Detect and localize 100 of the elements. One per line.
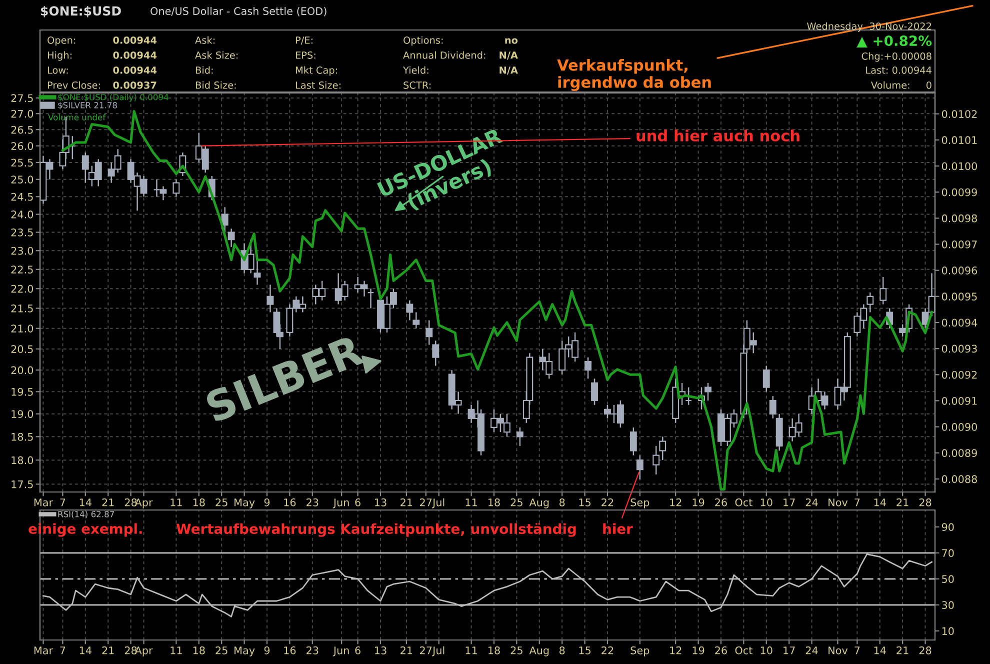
x-tick-label: 26 [715,498,727,506]
x-tick-label: 10 [760,498,772,506]
x-tick-label: 11 [170,498,182,506]
y2-tick-label: 0.0101 [942,136,977,144]
y-tick-label: 27.0 [11,110,34,118]
y-tick-label: 21.5 [11,304,33,312]
candlestick [432,340,440,366]
y-tick-label: 19.0 [12,410,34,418]
y2-tick-label: 0.0102 [942,110,977,118]
text: 0.00937 [113,81,156,89]
text: Ask: [195,36,214,44]
text: Mkt Cap: [296,66,337,76]
chart-title: $ONE:$USD [40,6,121,18]
y-tick-label: 70 [942,549,954,558]
y-tick-label: 22.5 [11,266,33,274]
y-tick-label: 30 [942,601,954,610]
annotation: einige exempl. [28,523,142,537]
x-tick-label: 17 [784,498,795,506]
line-series [42,554,932,618]
x-tick-label: Mar [34,646,54,654]
x-tick-label: 14 [80,646,92,654]
y-tick-label: 20.5 [11,345,33,354]
y-tick-label: 17.5 [12,480,33,488]
candlestick [468,404,475,424]
y2-tick-label: 0.0092 [942,370,977,379]
candlestick [685,386,692,406]
candlestick [659,436,666,461]
candlestick [82,152,89,184]
x-tick-label: 19 [692,498,704,506]
candlestick [426,320,433,346]
y-tick-label: 50 [942,575,954,584]
candlestick [516,426,524,447]
y-tick-label: 23.5 [11,228,33,236]
x-tick-label: 24 [806,498,818,506]
x-tick-label: Nov [828,498,848,506]
candlestick [266,284,274,313]
y2-tick-label: 0.0096 [942,266,978,274]
x-tick-label: 18 [193,498,205,506]
text: Bid: [196,66,213,74]
x-tick-label: 21 [400,498,412,506]
candlestick [406,300,414,321]
candlestick [880,276,887,305]
text: Annual Dividend: [403,51,486,59]
x-tick-label: 9 [264,646,270,654]
annotation: Wertaufbewahrungs Kaufzeitpunkte, unvollständig [176,523,576,537]
x-tick-label: 17 [784,646,795,654]
candlestick [762,365,770,392]
candlestick [172,178,180,198]
annotation: und hier auch noch [636,130,800,142]
candlestick [704,382,712,402]
x-tick-label: 12 [670,498,682,506]
x-tick-label: 21 [896,498,908,506]
y2-tick-label: 0.0095 [942,292,977,301]
text: Options: [404,36,443,46]
x-tick-label: 21 [102,498,114,506]
x-tick-label: 13 [375,498,386,506]
y2-tick-label: 0.0091 [942,396,977,405]
x-tick-label: 14 [874,498,886,506]
y2-tick-label: 0.0099 [942,188,977,196]
legend-label: $SILVER 21.78 [58,102,117,110]
x-tick-label: 18 [488,498,500,506]
x-tick-label: Jul [432,646,444,656]
x-tick-label: 23 [306,646,318,654]
x-tick-label: 7 [60,646,66,654]
text: Last: 0.00944 [866,66,932,74]
y2-tick-label: 0.0100 [942,162,978,170]
candlestick [866,292,874,313]
x-tick-label: Sep [630,646,650,656]
text: N/A [500,52,518,60]
x-tick-label: 26 [715,646,727,654]
x-tick-label: 11 [466,646,477,654]
x-tick-label: 22 [602,646,614,654]
text: 0.00944 [113,66,157,74]
y2-tick-label: 0.0089 [942,449,977,457]
y-tick-label: 22.0 [11,284,34,293]
x-tick-label: 7 [854,498,860,506]
text: Ask Size: [195,51,238,59]
candlestick [228,228,235,248]
x-tick-label: 21 [896,646,908,654]
y-tick-label: 27.5 [11,94,33,102]
x-tick-label: 19 [692,646,704,654]
x-tick-label: Jul [432,498,444,508]
y2-tick-label: 0.0097 [942,240,977,248]
x-tick-label: 27 [420,498,432,506]
x-tick-label: 15 [579,646,590,654]
candlestick [584,356,592,380]
text: 0.00944 [113,36,157,44]
x-tick-label: 18 [193,646,205,654]
y2-tick-label: 0.0088 [942,475,977,484]
candlestick [367,288,374,309]
x-tick-label: 11 [466,498,477,506]
x-tick-label: 23 [306,498,318,506]
x-tick-label: 12 [670,646,682,654]
candlestick [636,454,644,480]
x-tick-label: 22 [602,498,614,506]
text: 0.00944 [113,51,157,59]
x-tick-label: May [234,646,255,656]
y-tick-label: 18.0 [12,456,34,464]
x-tick-label: 16 [284,498,296,506]
x-tick-label: Aug [529,498,549,508]
